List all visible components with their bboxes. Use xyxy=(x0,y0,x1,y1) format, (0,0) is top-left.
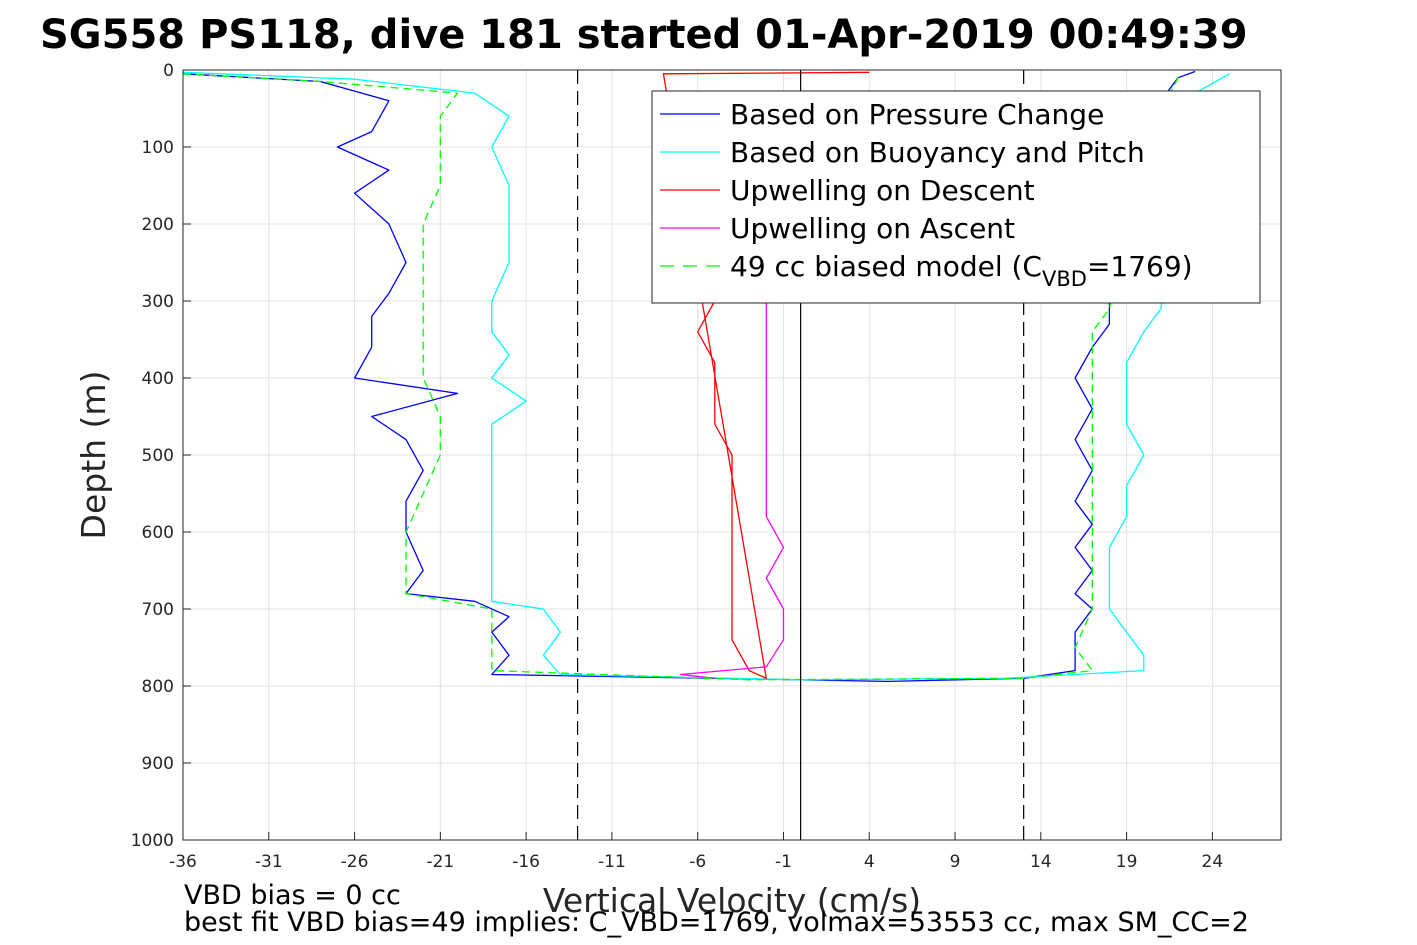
x-tick-label-2: -26 xyxy=(341,852,369,872)
y-tick-label-10: 1000 xyxy=(131,831,174,851)
y-tick-label-8: 800 xyxy=(142,677,174,697)
y-tick-label-7: 700 xyxy=(142,600,174,620)
x-tick-label-4: -16 xyxy=(512,852,540,872)
series-line-1 xyxy=(182,71,1230,681)
legend-label-1: Based on Buoyancy and Pitch xyxy=(730,136,1145,169)
legend: Based on Pressure Change Based on Buoyanc… xyxy=(651,90,1261,304)
x-tick-label-7: -1 xyxy=(775,852,792,872)
x-axis-label: Vertical Velocity (cm/s) xyxy=(543,881,921,920)
y-tick-label-4: 400 xyxy=(142,369,174,389)
x-tick-label-6: -6 xyxy=(689,852,706,872)
x-tick-label-3: -21 xyxy=(426,852,454,872)
x-tick-label-12: 24 xyxy=(1202,852,1224,872)
x-tick-label-8: 4 xyxy=(864,852,875,872)
x-tick-label-10: 14 xyxy=(1030,852,1052,872)
footer-best-fit: best fit VBD bias=49 implies: C_VBD=1769… xyxy=(184,907,1249,938)
x-tick-label-1: -31 xyxy=(255,852,283,872)
legend-label-0: Based on Pressure Change xyxy=(730,98,1104,131)
legend-label-3: Upwelling on Ascent xyxy=(730,212,1015,245)
y-tick-label-0: 0 xyxy=(163,61,174,81)
axis-ticks: -36 -31 -26 -21 -16 -11 -6 -1 4 9 14 19 24 0 100 200 300… xyxy=(131,61,1223,872)
y-tick-label-5: 500 xyxy=(142,446,174,466)
y-tick-label-9: 900 xyxy=(142,754,174,774)
x-tick-label-0: -36 xyxy=(169,852,197,872)
series-line-4 xyxy=(182,73,1179,681)
series-line-3 xyxy=(679,301,785,679)
chart-title: SG558 PS118, dive 181 started 01-Apr-201… xyxy=(40,12,1248,58)
x-tick-label-9: 9 xyxy=(950,852,961,872)
y-tick-label-6: 600 xyxy=(142,523,174,543)
y-tick-label-2: 200 xyxy=(142,215,174,235)
x-tick-label-5: -11 xyxy=(598,852,626,872)
legend-box xyxy=(651,90,1261,304)
y-tick-label-1: 100 xyxy=(142,138,174,158)
y-tick-label-3: 300 xyxy=(142,292,174,312)
series-line-0 xyxy=(182,70,1196,683)
series-line-2 xyxy=(662,71,870,679)
x-tick-label-11: 19 xyxy=(1116,852,1138,872)
legend-label-2: Upwelling on Descent xyxy=(730,174,1035,207)
y-axis-label: Depth (m) xyxy=(74,371,113,540)
footer-vbd-bias: VBD bias = 0 cc xyxy=(184,880,401,911)
series-layer xyxy=(182,70,1230,683)
